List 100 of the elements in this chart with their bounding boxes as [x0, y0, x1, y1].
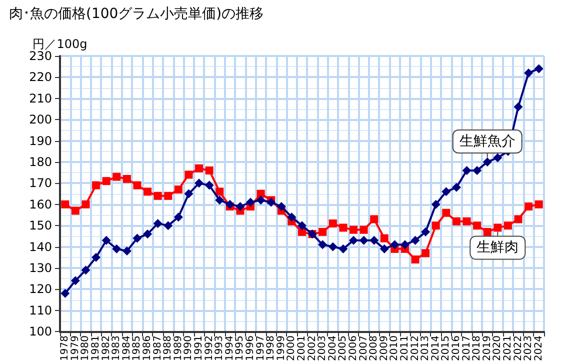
x-tick-label: 1983: [111, 336, 122, 362]
point: [276, 202, 286, 211]
point: [112, 244, 122, 254]
point: [71, 206, 80, 215]
y-tick-label: 130: [29, 260, 52, 275]
point: [236, 202, 245, 211]
y-tick-label: 230: [29, 49, 52, 63]
x-tick-label: 2004: [327, 336, 338, 362]
x-tick-label: 2015: [440, 336, 452, 362]
x-tick-label: 1985: [132, 336, 143, 362]
x-tick-label: 2022: [512, 336, 524, 362]
point: [338, 244, 348, 254]
point: [462, 217, 471, 226]
point: [215, 196, 224, 205]
point: [318, 240, 328, 250]
x-tick-label: 1980: [80, 336, 92, 362]
point: [153, 218, 162, 228]
point: [92, 181, 100, 190]
y-tick-label: 210: [29, 91, 52, 106]
y-tick-label: 110: [29, 303, 52, 318]
y-tick-label: 160: [29, 197, 52, 212]
point: [246, 198, 256, 207]
point: [504, 222, 512, 230]
x-tick-label: 1981: [90, 336, 102, 362]
point: [360, 226, 368, 234]
point: [472, 166, 482, 175]
x-tick-label: 2023: [523, 336, 534, 362]
y-tick-label: 140: [29, 240, 52, 254]
x-tick-label: 2019: [482, 336, 493, 362]
x-tick-label: 1986: [142, 336, 154, 362]
point: [359, 236, 368, 245]
point: [256, 190, 265, 198]
point: [493, 153, 502, 162]
x-tick-label: 1990: [183, 336, 194, 362]
point: [184, 189, 194, 198]
point: [194, 178, 204, 188]
y-tick-label: 150: [29, 218, 52, 233]
point: [132, 234, 142, 243]
x-tick-label: 1987: [152, 336, 164, 362]
point: [431, 200, 440, 209]
x-tick-label: 2006: [348, 336, 359, 362]
x-tick-label: 1993: [214, 336, 226, 362]
point: [216, 188, 224, 196]
point: [122, 174, 131, 183]
point: [410, 236, 420, 245]
x-tick-label: 2000: [286, 336, 298, 362]
point: [144, 188, 152, 196]
point: [195, 164, 204, 172]
point: [143, 230, 152, 239]
point: [328, 219, 337, 228]
x-tick-label: 2011: [399, 336, 410, 362]
point: [60, 288, 70, 298]
point: [184, 170, 193, 179]
x-tick-label: 1998: [266, 336, 277, 362]
point: [524, 202, 533, 210]
point: [370, 236, 379, 245]
x-tick-label: 1994: [224, 336, 236, 362]
point: [494, 224, 502, 232]
point: [400, 240, 410, 250]
point: [411, 255, 420, 264]
x-tick-label: 1997: [255, 336, 266, 362]
point: [534, 64, 544, 74]
x-tick-label: 1979: [70, 336, 81, 362]
x-tick-label: 2009: [378, 336, 390, 362]
point: [92, 252, 101, 262]
point: [432, 222, 440, 230]
point: [266, 198, 276, 207]
x-tick-label: 2008: [368, 336, 380, 362]
point: [61, 200, 70, 208]
point: [442, 187, 451, 196]
point: [348, 236, 358, 245]
point: [164, 192, 172, 200]
x-tick-label: 2001: [296, 336, 308, 362]
point: [422, 249, 430, 258]
x-tick-label: 2018: [472, 336, 483, 362]
x-tick-label: 2003: [317, 336, 328, 362]
x-tick-label: 1978: [60, 336, 71, 362]
x-tick-label: 2016: [450, 336, 462, 362]
x-tick-label: 2012: [410, 336, 421, 362]
x-tick-label: 1991: [194, 336, 205, 362]
point: [380, 244, 389, 254]
point: [122, 246, 132, 256]
point: [164, 221, 173, 230]
point: [421, 227, 430, 236]
x-tick-label: 2005: [338, 336, 349, 362]
point: [318, 228, 327, 236]
point: [482, 157, 492, 166]
point: [349, 226, 358, 234]
point: [462, 166, 472, 175]
x-tick-label: 2010: [389, 336, 400, 362]
x-tick-label: 2024: [533, 336, 544, 362]
x-tick-label: 1982: [100, 336, 112, 362]
point: [174, 186, 182, 194]
point: [452, 217, 460, 226]
point: [442, 208, 450, 217]
point: [174, 212, 183, 222]
point: [70, 276, 80, 286]
point: [339, 224, 348, 232]
y-tick-label: 180: [29, 154, 52, 169]
point: [514, 102, 523, 112]
